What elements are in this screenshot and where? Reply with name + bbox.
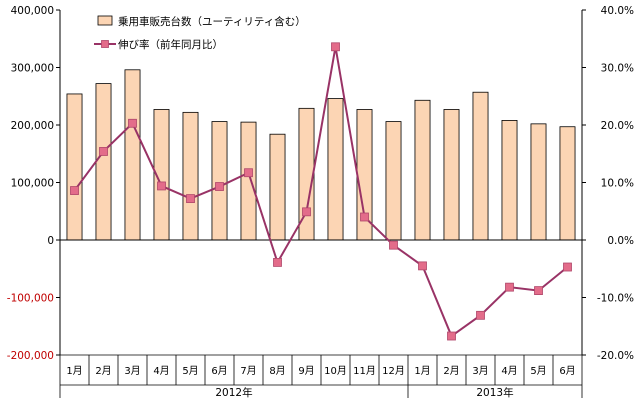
growth-marker <box>563 262 572 272</box>
left-tick-label: 200,000 <box>11 120 54 132</box>
right-tick-label: 10.0% <box>601 178 634 190</box>
bar <box>443 109 460 241</box>
category-label: 4月 <box>153 365 169 377</box>
growth-marker <box>128 118 137 128</box>
category-label: 9月 <box>298 365 314 377</box>
category-label: 7月 <box>240 365 256 377</box>
category-label: 1月 <box>66 365 82 377</box>
growth-marker <box>302 207 311 217</box>
category-label: 11月 <box>353 365 376 377</box>
growth-marker <box>157 181 166 191</box>
year-labels: 2012年 2013年 <box>215 386 513 399</box>
bar <box>182 111 199 241</box>
bar <box>530 123 547 241</box>
bar <box>269 133 286 241</box>
line-series <box>70 42 572 341</box>
growth-marker <box>418 261 427 271</box>
left-tick-label: 0 <box>47 235 54 247</box>
bar <box>559 126 576 241</box>
growth-marker <box>99 147 108 156</box>
legend-bar-swatch <box>97 15 113 26</box>
growth-marker <box>273 258 282 267</box>
left-tick-label: -100,000 <box>7 293 54 305</box>
category-label: 5月 <box>530 365 546 377</box>
category-label: 2月 <box>443 365 459 377</box>
bar <box>501 120 518 241</box>
category-label: 3月 <box>124 365 140 377</box>
growth-marker <box>70 186 79 195</box>
growth-marker <box>447 331 456 341</box>
bar <box>211 121 228 241</box>
growth-marker <box>389 240 398 250</box>
growth-marker <box>186 194 195 204</box>
bar <box>66 93 83 241</box>
right-tick-label: 20.0% <box>601 120 634 132</box>
category-label: 2月 <box>95 365 111 377</box>
growth-marker <box>215 182 224 191</box>
year-label: 2012年 <box>215 386 252 399</box>
legend: 乗用車販売台数（ユーティリティ含む） 伸び率（前年同月比） <box>94 15 306 51</box>
legend-line-label: 伸び率（前年同月比） <box>118 38 223 51</box>
category-label: 12月 <box>382 365 405 377</box>
right-tick-label: -20.0% <box>597 350 634 362</box>
left-tick-label: 100,000 <box>11 178 54 190</box>
bar <box>95 83 112 241</box>
category-label: 5月 <box>182 365 198 377</box>
right-tick-label: 0.0% <box>607 235 634 247</box>
bar <box>385 121 402 241</box>
bar <box>327 98 344 241</box>
growth-marker <box>476 310 485 320</box>
bar <box>414 99 431 241</box>
category-label: 4月 <box>501 365 517 377</box>
category-label: 6月 <box>211 365 227 377</box>
growth-marker <box>360 212 369 222</box>
category-label: 8月 <box>269 365 285 377</box>
year-label: 2013年 <box>476 386 513 399</box>
growth-line <box>73 46 569 338</box>
left-tick-label: 300,000 <box>11 63 54 75</box>
growth-marker <box>534 286 543 296</box>
growth-marker <box>244 168 253 178</box>
right-axis-ticks: 40.0% 30.0% 20.0% 10.0% 0.0% -10.0% -20.0% <box>582 5 634 362</box>
left-tick-label: 400,000 <box>11 5 54 17</box>
category-label: 3月 <box>472 365 488 377</box>
left-tick-label: -200,000 <box>7 350 54 362</box>
category-labels: 1月 2月 3月 4月 5月 6月 7月 8月 9月 10月 11月 12月 1月 2月 3月 4月 5月 6月 <box>66 365 575 377</box>
right-tick-label: 30.0% <box>601 63 634 75</box>
growth-marker <box>505 282 514 292</box>
right-tick-label: 40.0% <box>601 5 634 17</box>
legend-bar-label: 乗用車販売台数（ユーティリティ含む） <box>118 15 306 28</box>
category-label: 6月 <box>559 365 575 377</box>
bar-series <box>66 69 576 241</box>
bar <box>472 91 489 241</box>
category-label: 1月 <box>414 365 430 377</box>
legend-marker-swatch <box>101 40 109 48</box>
bar <box>240 121 257 241</box>
category-label: 10月 <box>324 365 347 377</box>
growth-marker <box>331 42 340 52</box>
bar <box>124 69 141 241</box>
right-tick-label: -10.0% <box>597 293 634 305</box>
left-axis-ticks: 400,000 300,000 200,000 100,000 0 -100,000 -20… <box>7 5 60 362</box>
